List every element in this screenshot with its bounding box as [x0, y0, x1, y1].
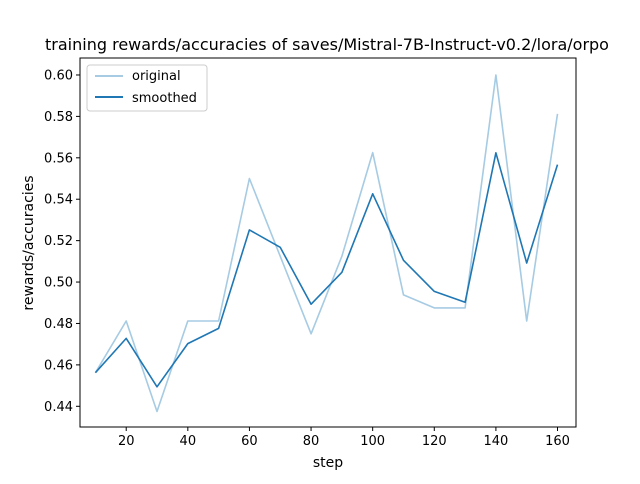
y-tick-label: 0.48 — [44, 317, 73, 332]
x-axis-ticks: 20 40 60 80 100 120 140 160 — [118, 427, 570, 449]
x-tick-label: 40 — [180, 434, 197, 449]
axes-frame — [79, 57, 577, 428]
y-tick-label: 0.44 — [44, 400, 73, 415]
y-tick-label: 0.46 — [44, 358, 73, 373]
x-tick-label: 60 — [241, 434, 258, 449]
y-tick-label: 0.52 — [44, 234, 73, 249]
x-tick-label: 120 — [422, 434, 447, 449]
chart-title: training rewards/accuracies of saves/Mis… — [45, 35, 609, 54]
x-axis-title: step — [313, 455, 343, 471]
y-tick-label: 0.54 — [44, 193, 73, 208]
x-tick-label: 20 — [118, 434, 135, 449]
y-tick-label: 0.58 — [44, 110, 73, 125]
y-tick-label: 0.56 — [44, 151, 73, 166]
legend-label-original: original — [132, 69, 181, 84]
x-tick-label: 100 — [360, 434, 385, 449]
y-axis-title: rewards/accuracies — [21, 175, 37, 310]
x-tick-label: 160 — [545, 434, 570, 449]
x-tick-label: 80 — [303, 434, 320, 449]
series-line-smoothed — [94, 152, 559, 388]
plot-area — [94, 74, 559, 413]
y-tick-label: 0.60 — [44, 68, 73, 83]
x-tick-label: 140 — [483, 434, 508, 449]
legend: original smoothed — [86, 64, 208, 112]
y-tick-label: 0.50 — [44, 276, 73, 291]
legend-label-smoothed: smoothed — [132, 91, 197, 106]
y-axis-ticks: 0.44 0.46 0.48 0.50 0.52 0.54 0.56 0.58 0.60 — [44, 68, 80, 415]
